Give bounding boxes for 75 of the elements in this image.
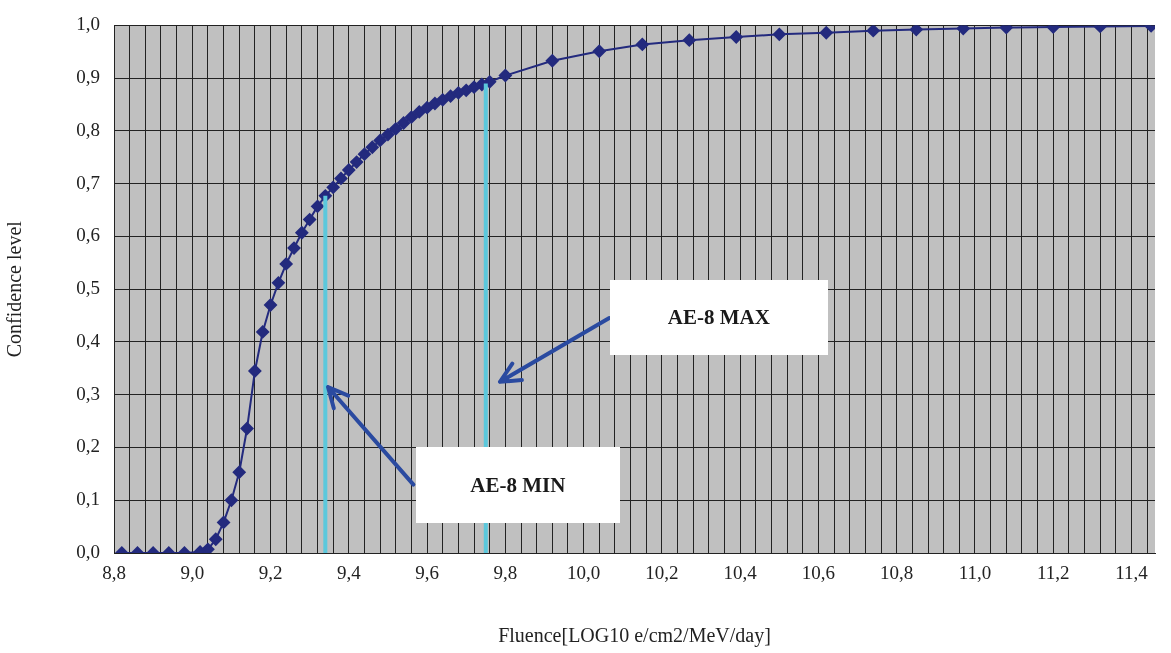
point: [545, 54, 559, 68]
point: [483, 75, 497, 89]
point: [428, 96, 442, 110]
point: [287, 241, 301, 255]
point: [350, 155, 364, 169]
point: [498, 69, 512, 83]
y-tick-label: 0,9: [76, 66, 100, 88]
point: [334, 171, 348, 185]
point: [635, 37, 649, 51]
x-tick-label: 8,8: [102, 562, 126, 584]
annotation: AE-8 MAX: [667, 304, 770, 330]
y-tick-label: 0,4: [76, 329, 101, 351]
point: [412, 105, 426, 119]
x-tick-label: 9,2: [258, 562, 283, 584]
point: [866, 25, 880, 38]
point: [248, 364, 262, 378]
point: [909, 25, 923, 37]
x-tick-label: 10,8: [880, 562, 914, 584]
x-tick-label: 9,6: [415, 562, 439, 584]
point: [232, 465, 246, 479]
y-tick-label: 1,0: [76, 13, 100, 35]
point: [729, 30, 743, 44]
label-box: AE-8 MIN: [415, 447, 620, 524]
y-tick-label: 0,8: [76, 118, 100, 140]
point: [373, 133, 387, 147]
x-tick-label: 10,6: [801, 562, 836, 584]
point: [682, 33, 696, 47]
point: [459, 83, 473, 97]
x-tick-label: 10,4: [723, 562, 758, 584]
point: [209, 532, 223, 546]
point: [365, 140, 379, 154]
point: [326, 180, 340, 194]
point: [999, 25, 1013, 35]
point: [279, 257, 293, 271]
y-tick-label: 0,0: [76, 540, 100, 562]
point: [772, 27, 786, 41]
y-tick-label: 0,6: [76, 224, 100, 246]
label-box: AE-8 MAX: [609, 280, 829, 355]
y-tick-label: 0,2: [76, 435, 100, 457]
x-tick-label: 10,0: [567, 562, 601, 584]
x-tick-label: 10,2: [645, 562, 679, 584]
y-tick-label: 0,3: [76, 382, 100, 404]
point: [264, 298, 278, 312]
x-tick-label: 11,4: [1115, 562, 1149, 584]
annotation: AE-8 MIN: [470, 472, 566, 498]
x-tick-label: 9,0: [180, 562, 205, 584]
point: [342, 163, 356, 177]
y-tick-label: 0,1: [76, 488, 100, 510]
y-tick-label: 0,7: [76, 171, 100, 193]
point: [240, 421, 254, 435]
point: [389, 122, 403, 136]
point: [217, 515, 231, 529]
point: [444, 89, 458, 103]
x-tick-label: 11,0: [958, 562, 992, 584]
y-tick-label: 0,5: [76, 277, 100, 299]
point: [381, 128, 395, 142]
point: [201, 542, 215, 553]
point: [956, 25, 970, 36]
point: [404, 110, 418, 124]
x-tick-label: 9,4: [336, 562, 362, 584]
point: [303, 213, 317, 227]
point: [271, 276, 285, 290]
point: [357, 147, 371, 161]
point: [256, 325, 270, 339]
point: [397, 116, 411, 130]
y-axis-title: Confidence level: [3, 220, 26, 358]
point: [295, 226, 309, 240]
point: [592, 44, 606, 58]
x-tick-label: 9,8: [493, 562, 518, 584]
point: [311, 199, 324, 213]
point: [420, 101, 434, 115]
x-axis-title: Fluence[LOG10 e/cm2/MeV/day]: [498, 624, 771, 648]
point: [819, 26, 833, 40]
x-tick-label: 11,2: [1036, 562, 1070, 584]
point: [224, 493, 238, 507]
